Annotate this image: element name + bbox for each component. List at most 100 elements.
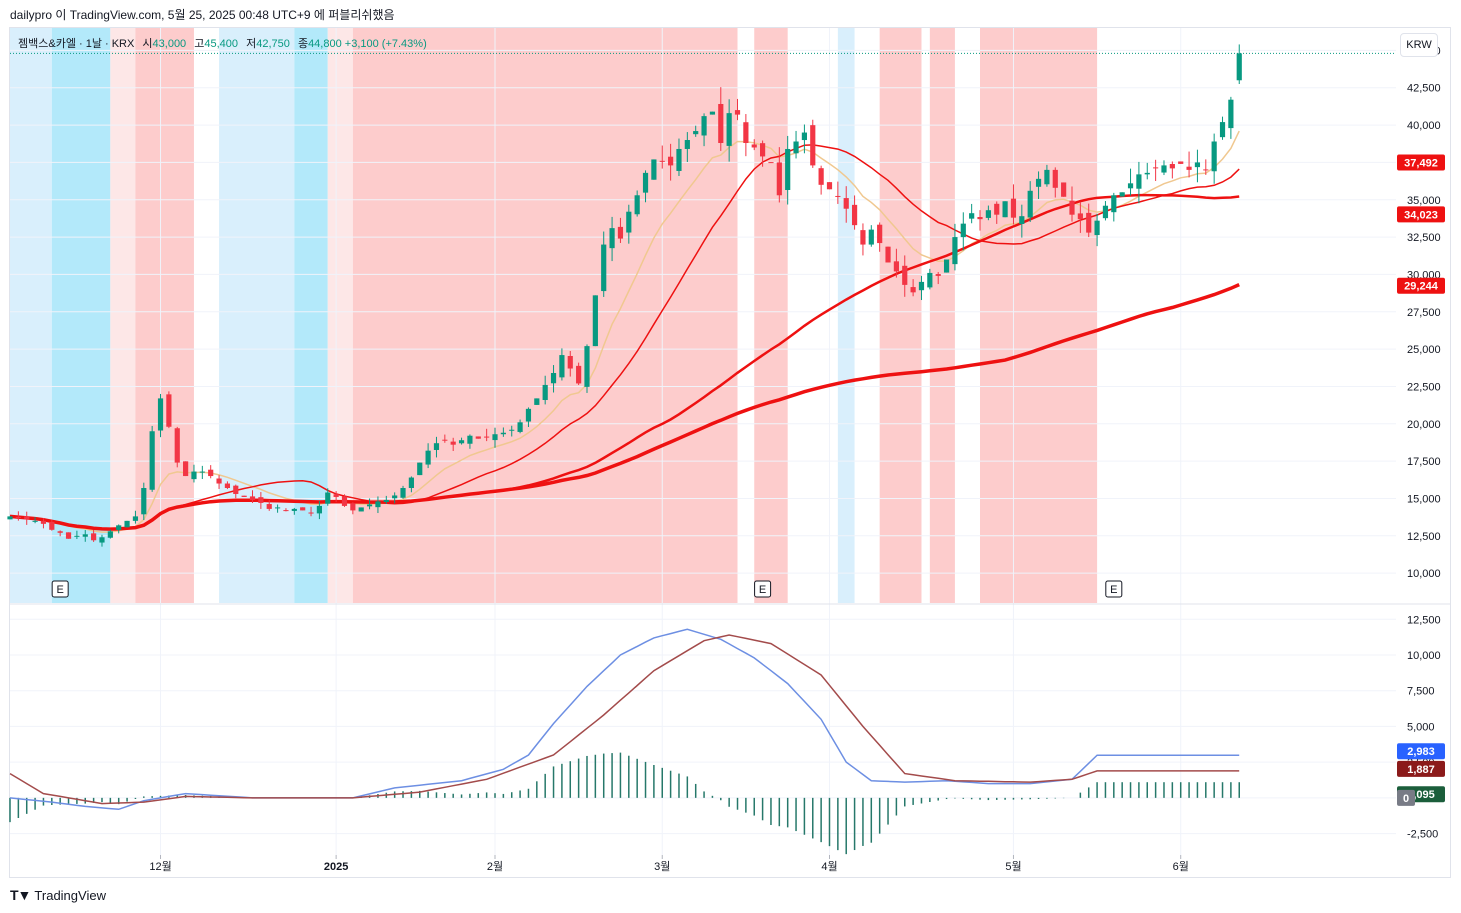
tradingview-logo-icon: T▼ [10,887,31,903]
background-zone [110,28,136,603]
candle-body [417,462,423,476]
zero-badge: 0 [1403,793,1409,805]
signal-line [9,634,1240,805]
candle-body [241,495,247,497]
candle-body [1127,183,1134,189]
candle-body [375,501,381,508]
candle-body [15,516,21,518]
candle-body [550,373,557,384]
candle-body [500,432,506,435]
candle-body [651,159,657,180]
candle-body [291,508,297,511]
background-zones [10,28,1098,603]
candle-body [534,398,540,405]
price-tick-label: 15,000 [1407,493,1441,505]
candle-body [316,505,322,514]
ma20-line [9,144,1240,530]
candle-body [893,261,899,272]
candle-body [559,355,565,378]
candle-body [885,246,891,263]
candle-body [1086,212,1092,233]
high-label: 고 [194,38,205,50]
candle-body [1219,122,1226,138]
price-tick-label: 22,500 [1407,381,1441,393]
candle-body [734,110,741,115]
ma-price-badge: 29,244 [1404,281,1439,293]
candle-body [141,488,147,515]
candle-body [1178,161,1184,164]
candle-body [450,441,456,445]
price-tick-label: 27,500 [1407,307,1441,319]
macd-pane [9,628,1240,855]
time-tick-label: 3월 [654,860,670,873]
candle-body [24,516,30,520]
symbol-name[interactable]: 젬백스&카엘 · 1날 · KRX [18,38,135,50]
publish-caption: dailypro 이 TradingView.com, 5월 25, 2025 … [10,8,395,22]
change-value: +3,100 (+7.43%) [344,38,427,50]
candle-body [960,223,966,238]
candle-body [994,203,1000,215]
candle-body [517,422,523,432]
tradingview-brand[interactable]: T▼ TradingView [10,887,106,903]
candle-body [458,440,465,444]
candle-body [868,229,874,245]
candle-body [902,265,908,285]
candle-body [366,504,373,507]
ma-price-badge-bg [1397,206,1445,223]
candle-body [776,162,782,196]
candle-body [224,483,231,488]
candle-body [157,398,164,431]
candle-body [249,496,256,500]
price-tick-label: 20,000 [1407,419,1441,431]
candle-body [40,520,47,524]
candle-body [400,488,406,498]
macd-tick-label: 12,500 [1407,614,1441,626]
candle-body [1111,195,1117,213]
candle-body [584,346,590,387]
candle-body [65,532,72,539]
signal-badge: 1,887 [1407,764,1435,776]
candle-body [617,226,624,239]
candle-body [567,355,573,369]
candle-body [877,224,883,244]
candle-body [785,148,791,191]
candle-body [918,281,925,291]
macd-tick-label: 7,500 [1407,686,1435,698]
candle-body [392,495,398,499]
candle-body [684,140,690,149]
candle-body [1228,99,1234,129]
zero-badge-bg [1397,789,1415,806]
background-zone [327,28,353,603]
time-tick-label: 2월 [487,860,503,873]
candle-body [851,204,858,226]
candle-body [99,537,105,543]
candle-body [642,172,649,193]
candle-body [576,365,582,384]
background-zone [219,28,295,603]
candle-body [1211,141,1217,172]
candle-body [843,198,849,209]
candle-body [124,520,130,528]
time-tick-label: 12월 [149,860,171,873]
candle-body [1019,216,1025,224]
currency-button[interactable]: KRW [1400,33,1438,57]
candle-body [1069,200,1075,215]
candle-body [801,132,808,141]
candle-body [341,496,348,506]
candle-body [383,499,389,502]
earnings-marker-box [51,580,69,598]
candle-body [91,533,97,541]
time-tick-label: 5월 [1005,860,1021,873]
candle-body [768,162,774,164]
candle-body [542,384,548,401]
candle-body [1010,198,1017,218]
candle-body [985,210,991,218]
candle-body [358,507,364,512]
background-zone [754,28,788,603]
candle-body [860,230,866,245]
candle-body [751,144,757,148]
candle-body [467,435,473,444]
time-tick-label: 4월 [821,860,837,873]
